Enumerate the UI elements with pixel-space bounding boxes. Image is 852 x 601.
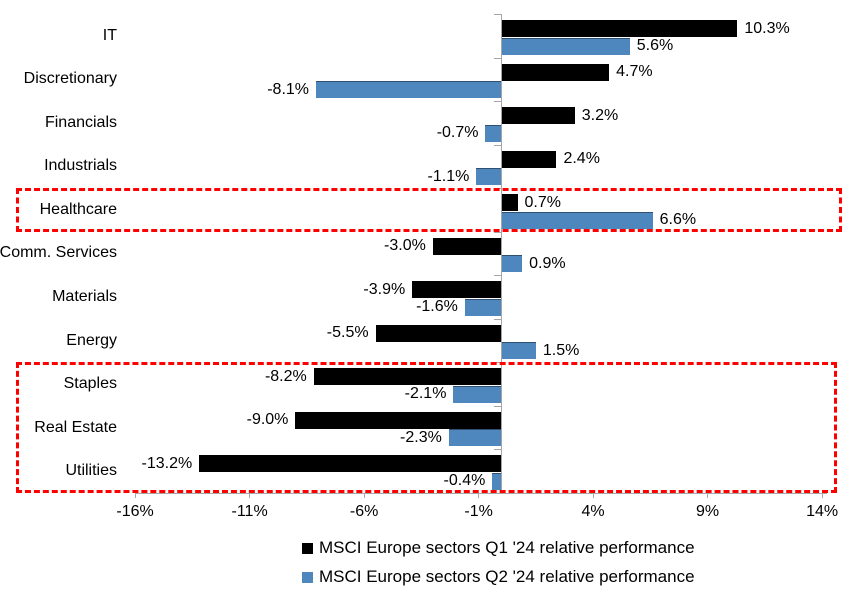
category-label-real-estate: Real Estate [34,418,117,436]
bar-q1-energy [375,324,502,342]
x-axis-tick-label-0: -16% [116,503,154,520]
category-boundary-tick [494,144,501,146]
data-label-q2-financials: -0.7% [436,124,479,142]
x-axis-tick [592,493,594,498]
data-label-q1-comm-services: -3.0% [384,237,426,255]
bar-q2-financials [485,124,502,142]
legend-swatch-q2-icon [302,571,313,583]
x-axis-tick [134,493,136,498]
category-label-comm-services: Comm. Services [0,244,117,262]
x-axis-tick-label-3: -1% [464,503,493,520]
x-axis-tick [478,493,480,498]
bar-q2-comm-services [501,255,523,273]
category-label-utilities: Utilities [65,462,117,480]
bar-q2-energy [501,342,536,360]
category-label-healthcare: Healthcare [39,200,117,218]
category-label-industrials: Industrials [44,157,117,175]
category-boundary-tick [494,275,501,277]
category-label-energy: Energy [66,331,117,349]
category-label-discretionary: Discretionary [23,70,117,88]
category-boundary-tick [494,14,501,15]
legend-label-q2: MSCI Europe sectors Q2 '24 relative perf… [319,567,695,586]
data-label-q1-financials: 3.2% [581,106,619,124]
category-boundary-tick [494,318,501,320]
data-label-q2-materials: -1.6% [416,298,458,316]
data-label-q1-healthcare: 0.7% [524,193,561,211]
data-label-q2-utilities: -0.4% [443,472,486,490]
category-boundary-tick [494,231,501,233]
bar-q1-staples [313,368,502,386]
category-label-materials: Materials [52,288,117,306]
data-label-q2-staples: -2.1% [404,385,447,403]
highlight-box-healthcare [16,188,842,233]
bar-q2-utilities [492,472,502,490]
data-label-q1-real-estate: -9.0% [246,411,289,429]
x-axis-tick [249,493,251,498]
data-label-q1-it: 10.3% [744,19,790,37]
bar-q2-materials [464,298,502,316]
category-boundary-tick [494,405,501,407]
category-boundary-tick [494,57,501,59]
bar-q1-comm-services [432,237,502,255]
data-label-q1-discretionary: 4.7% [616,63,653,81]
data-label-q1-energy: -5.5% [326,324,369,342]
bar-q1-it [501,20,738,37]
data-label-q2-real-estate: -2.3% [400,428,442,446]
data-label-q2-comm-services: 0.9% [529,254,566,272]
data-label-q1-staples: -8.2% [264,367,307,385]
data-label-q1-industrials: 2.4% [563,150,600,168]
legend-item-q1: MSCI Europe sectors Q1 '24 relative perf… [302,538,695,557]
x-axis-tick-label-5: 9% [696,503,720,520]
legend-swatch-q1-icon [302,542,313,554]
bar-q2-industrials [476,168,502,186]
bar-q2-staples [453,385,502,403]
bar-q2-healthcare [501,211,653,229]
bar-q2-discretionary [316,81,502,99]
bar-q1-real-estate [295,411,502,429]
x-axis-tick [707,493,709,498]
data-label-q1-utilities: -13.2% [141,454,193,472]
category-label-it: IT [102,26,117,44]
data-label-q2-it: 5.6% [636,37,674,54]
x-axis-tick-label-4: 4% [581,503,605,520]
bar-q1-materials [412,281,502,299]
category-boundary-tick [494,449,501,451]
bar-q2-real-estate [448,429,502,447]
x-axis-tick-label-1: -11% [231,503,268,520]
data-label-q2-healthcare: 6.6% [659,211,697,229]
x-axis-tick-label-2: -6% [349,503,379,520]
legend-item-q2: MSCI Europe sectors Q2 '24 relative perf… [302,567,695,586]
x-axis-tick-label-6: 14% [806,503,839,520]
x-axis-tick [363,493,365,498]
bar-q1-healthcare [501,194,518,212]
data-label-q2-energy: 1.5% [542,341,580,359]
bar-q1-utilities [199,455,502,473]
data-label-q2-industrials: -1.1% [427,167,470,185]
category-label-staples: Staples [63,375,117,393]
bar-q2-it [501,37,630,55]
category-label-financials: Financials [44,113,117,131]
bar-q1-discretionary [501,63,610,81]
zero-axis-line [501,14,502,493]
x-axis-line [135,493,827,494]
category-boundary-tick [494,362,501,364]
legend-label-q1: MSCI Europe sectors Q1 '24 relative perf… [319,538,695,557]
bar-q1-financials [501,107,575,125]
category-boundary-tick [494,188,501,190]
bar-q1-industrials [501,150,557,168]
data-label-q1-materials: -3.9% [363,280,406,298]
x-axis-tick [821,493,823,498]
data-label-q2-discretionary: -8.1% [267,80,310,98]
category-boundary-tick [494,101,501,103]
